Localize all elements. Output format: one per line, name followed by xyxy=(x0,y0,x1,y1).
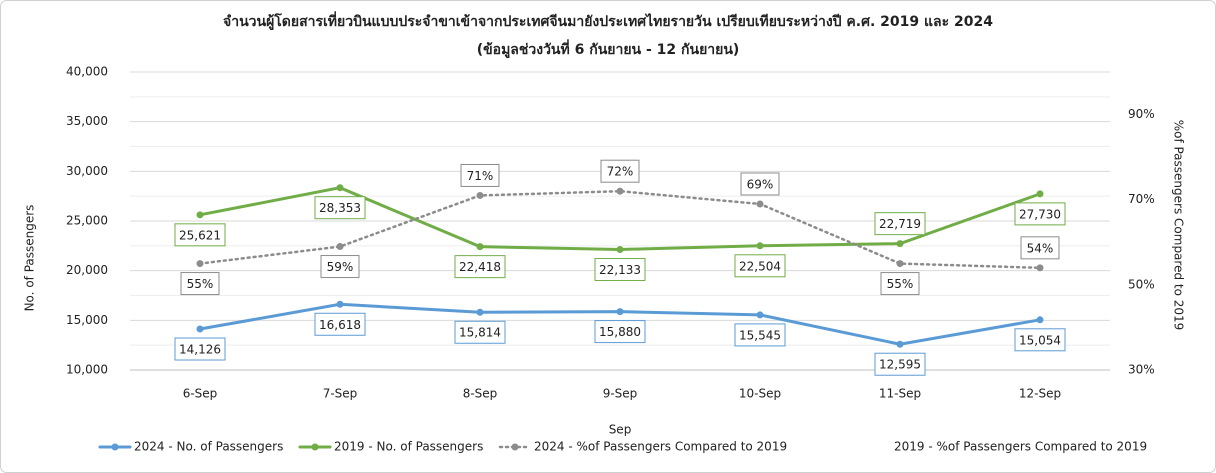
data-label-box xyxy=(1014,202,1066,226)
data-label: 28,353 xyxy=(319,201,361,215)
legend-label: 2019 - No. of Passengers xyxy=(334,440,483,454)
data-label: 55% xyxy=(187,277,214,291)
point xyxy=(616,245,624,253)
legend-label: 2019 - %of Passengers Compared to 2019 xyxy=(894,440,1147,454)
legend-marker xyxy=(311,443,319,451)
point xyxy=(476,191,484,199)
point xyxy=(1036,316,1044,324)
data-label-box xyxy=(180,272,220,296)
x-tick-label: 6-Sep xyxy=(183,387,218,401)
data-label-box xyxy=(594,257,646,281)
legend-label: 2024 - %of Passengers Compared to 2019 xyxy=(534,440,787,454)
data-label: 22,719 xyxy=(879,217,921,231)
data-label-box xyxy=(734,254,786,278)
data-label: 72% xyxy=(607,165,634,179)
x-tick-label: 9-Sep xyxy=(603,387,638,401)
x-tick-label: 10-Sep xyxy=(739,387,781,401)
data-label: 59% xyxy=(327,260,354,274)
data-label: 12,595 xyxy=(879,358,921,372)
point xyxy=(896,240,904,248)
y-tick-label: 20,000 xyxy=(66,263,108,277)
point xyxy=(476,243,484,251)
point xyxy=(196,211,204,219)
data-label-box xyxy=(874,352,926,376)
y2-tick-label: 50% xyxy=(1128,277,1155,291)
data-label: 22,504 xyxy=(739,259,781,273)
x-tick-label: 11-Sep xyxy=(879,387,921,401)
data-label-box xyxy=(460,163,500,187)
point xyxy=(756,311,764,319)
data-label-box xyxy=(1014,328,1066,352)
data-label: 15,814 xyxy=(459,326,501,340)
data-label: 25,621 xyxy=(179,228,221,242)
point xyxy=(756,242,764,250)
data-label: 22,133 xyxy=(599,263,641,277)
y-axis-title: No. of Passengers xyxy=(23,205,37,312)
data-label: 15,880 xyxy=(599,325,641,339)
data-label: 27,730 xyxy=(1019,207,1061,221)
data-label-box xyxy=(454,255,506,279)
y-tick-label: 25,000 xyxy=(66,214,108,228)
point xyxy=(196,260,204,268)
data-label: 16,618 xyxy=(319,318,361,332)
y2-axis-title: %of Passengers Compared to 2019 xyxy=(1172,120,1186,331)
point xyxy=(896,260,904,268)
data-label: 22,418 xyxy=(459,260,501,274)
y2-tick-label: 70% xyxy=(1128,192,1155,206)
chart-subtitle: (ข้อมูลช่วงวันที่ 6 กันยายน - 12 กันยายน… xyxy=(477,39,740,58)
data-label-box xyxy=(600,159,640,183)
data-label-box xyxy=(320,255,360,279)
y-tick-label: 15,000 xyxy=(66,313,108,327)
point xyxy=(616,187,624,195)
data-label-box xyxy=(594,320,646,344)
data-label-box xyxy=(314,196,366,220)
legend-label: 2024 - No. of Passengers xyxy=(134,440,283,454)
point xyxy=(476,308,484,316)
point xyxy=(1036,190,1044,198)
data-label: 15,545 xyxy=(739,328,781,342)
data-label: 69% xyxy=(747,177,774,191)
point xyxy=(336,184,344,192)
y-tick-label: 30,000 xyxy=(66,164,108,178)
y2-tick-label: 30% xyxy=(1128,363,1155,377)
legend-marker xyxy=(511,443,519,451)
data-label: 55% xyxy=(887,277,914,291)
data-label-box xyxy=(874,212,926,236)
data-label-box xyxy=(1020,236,1060,260)
point xyxy=(896,340,904,348)
y2-tick-label: 90% xyxy=(1128,107,1155,121)
data-label-box xyxy=(174,337,226,361)
point xyxy=(196,325,204,333)
chart-title: จำนวนผู้โดยสารเที่ยวบินแบบประจำขาเข้าจาก… xyxy=(223,11,993,30)
data-label-box xyxy=(740,172,780,196)
data-label: 54% xyxy=(1027,241,1054,255)
data-label-box xyxy=(454,320,506,344)
point xyxy=(336,243,344,251)
point xyxy=(756,200,764,208)
point xyxy=(336,300,344,308)
data-label: 15,054 xyxy=(1019,333,1061,347)
y-tick-label: 10,000 xyxy=(66,363,108,377)
data-label-box xyxy=(880,272,920,296)
data-label: 71% xyxy=(467,169,494,183)
x-tick-label: 7-Sep xyxy=(323,387,358,401)
y-tick-label: 35,000 xyxy=(66,114,108,128)
x-axis-title: Sep xyxy=(609,423,632,437)
y-tick-label: 40,000 xyxy=(66,65,108,79)
point xyxy=(616,308,624,316)
data-label: 14,126 xyxy=(179,343,221,357)
data-label-box xyxy=(734,323,786,347)
x-tick-label: 8-Sep xyxy=(463,387,498,401)
data-label-box xyxy=(174,223,226,247)
legend-marker xyxy=(111,443,119,451)
data-label-box xyxy=(314,312,366,336)
point xyxy=(1036,264,1044,272)
x-tick-label: 12-Sep xyxy=(1019,387,1061,401)
